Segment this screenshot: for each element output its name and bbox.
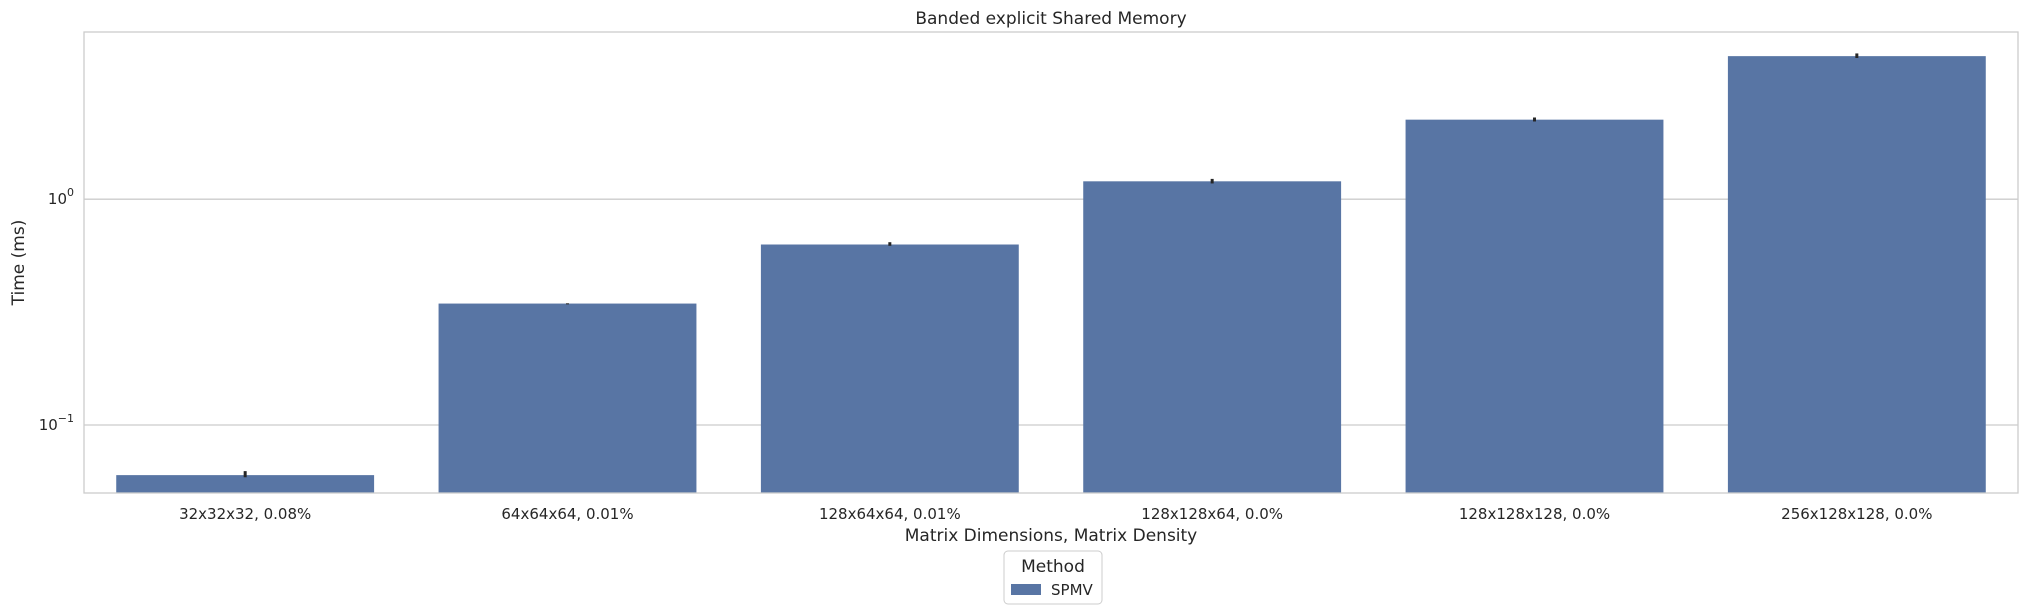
- plot-frame: [83, 31, 2019, 494]
- x-tick-labels: 32x32x32, 0.08% 64x64x64, 0.01% 128x64x64,…: [179, 505, 1932, 523]
- y-tick-labels: 100 10−1: [39, 186, 74, 434]
- x-tick-label: 32x32x32, 0.08%: [179, 505, 311, 523]
- bar: [116, 475, 375, 493]
- bar: [1727, 56, 1986, 493]
- legend: Method SPMV: [1003, 550, 1103, 605]
- x-axis-label: Matrix Dimensions, Matrix Density: [905, 526, 1198, 546]
- x-tick-label: 128x64x64, 0.01%: [819, 505, 961, 523]
- x-tick-label: 128x128x64, 0.0%: [1141, 505, 1283, 523]
- bar: [760, 244, 1019, 493]
- chart-title: Banded explicit Shared Memory: [915, 9, 1186, 29]
- x-tick-label: 128x128x128, 0.0%: [1459, 505, 1610, 523]
- y-tick-label: 10−1: [39, 412, 74, 434]
- bar: [1405, 119, 1664, 494]
- bar: [1083, 181, 1342, 493]
- y-axis-label: Time (ms): [9, 220, 29, 307]
- legend-swatch: [1011, 584, 1041, 595]
- x-tick-label: 256x128x128, 0.0%: [1781, 505, 1932, 523]
- gridlines: [84, 198, 2018, 426]
- x-tick-label: 64x64x64, 0.01%: [501, 505, 633, 523]
- legend-title: Method: [1021, 557, 1085, 577]
- y-tick-label: 100: [48, 186, 74, 208]
- error-bars: [243, 53, 1859, 478]
- bars: [116, 56, 1986, 494]
- bar: [438, 303, 697, 493]
- legend-label: SPMV: [1051, 581, 1094, 599]
